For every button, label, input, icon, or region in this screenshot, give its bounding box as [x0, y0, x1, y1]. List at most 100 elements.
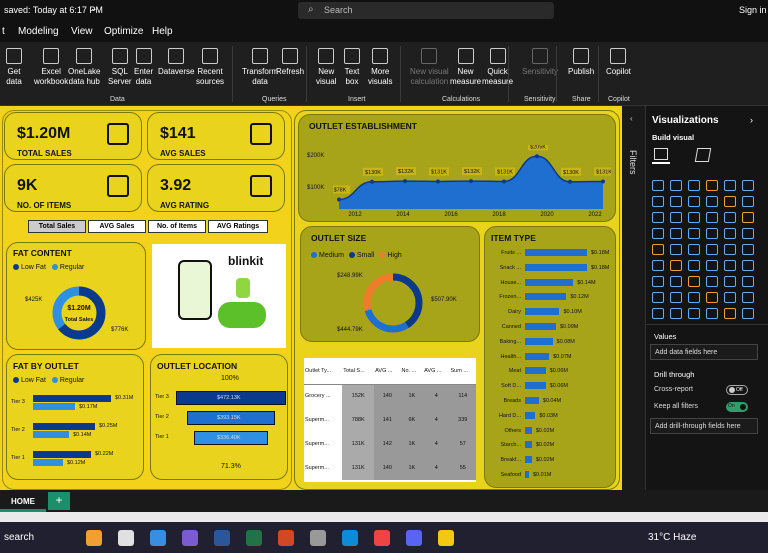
visual-type-icon[interactable]	[670, 244, 682, 255]
bar-low-fat[interactable]	[33, 395, 111, 402]
visual-type-icon[interactable]	[652, 276, 664, 287]
taskbar-app-icon[interactable]	[406, 530, 422, 546]
column-header[interactable]: AVG ...	[374, 358, 401, 385]
visual-type-icon[interactable]	[742, 308, 754, 319]
filters-label[interactable]: Filters	[628, 150, 638, 175]
search-box[interactable]: ⌕ Search	[298, 2, 554, 19]
visual-type-icon[interactable]	[742, 292, 754, 303]
visual-type-icon[interactable]	[652, 212, 664, 223]
ribbon-button[interactable]: Copilot	[606, 48, 631, 77]
tab-total-sales[interactable]: Total Sales	[28, 220, 86, 233]
visual-type-icon[interactable]	[670, 276, 682, 287]
page-tab-home[interactable]: HOME	[0, 492, 46, 512]
table-row[interactable]: Superm... 131K 142 1K 4 57	[304, 432, 476, 456]
table-row[interactable]: Superm... 788K 141 6K 4 339	[304, 408, 476, 432]
visual-type-icon[interactable]	[688, 276, 700, 287]
bar-regular[interactable]	[33, 431, 69, 438]
tab-avg-sales[interactable]: AVG Sales	[88, 220, 146, 233]
item-bar[interactable]	[525, 397, 539, 404]
visual-type-icon[interactable]	[724, 196, 736, 207]
visual-type-icon[interactable]	[724, 260, 736, 271]
visual-type-icon[interactable]	[652, 196, 664, 207]
taskbar-app-icon[interactable]	[342, 530, 358, 546]
ribbon-button[interactable]: Sensitivity	[522, 48, 558, 77]
chevron-down-icon[interactable]: ⌄	[90, 3, 98, 13]
visual-type-icon[interactable]	[724, 212, 736, 223]
item-bar[interactable]	[525, 456, 532, 464]
ribbon-button[interactable]: Enter data	[134, 48, 153, 87]
fat-by-outlet-card[interactable]: FAT BY OUTLET Low Fat Regular Tier 3 $0.3…	[6, 354, 144, 480]
visual-type-icon[interactable]	[742, 244, 754, 255]
ribbon-button[interactable]: New visual calculation	[410, 48, 449, 87]
ribbon-button[interactable]: New visual	[316, 48, 336, 87]
establishment-area-chart[interactable]: $78K $130K $132K $131K $132K $131K $205K $130K $…	[333, 145, 611, 217]
menu-item-modeling[interactable]: Modeling	[18, 26, 59, 37]
visual-type-icon[interactable]	[742, 196, 754, 207]
visual-type-icon[interactable]	[724, 228, 736, 239]
ribbon-button[interactable]: More visuals	[368, 48, 392, 87]
fat-content-donut[interactable]	[51, 285, 107, 341]
fat-content-card[interactable]: FAT CONTENT Low Fat Regular $1.20M Total…	[6, 242, 146, 350]
visual-type-icon[interactable]	[670, 196, 682, 207]
column-header[interactable]: No. ...	[400, 358, 424, 385]
add-page-button[interactable]: +	[48, 492, 70, 510]
item-bar[interactable]	[525, 367, 546, 375]
ribbon-button[interactable]: Get data	[6, 48, 22, 87]
visual-type-icon[interactable]	[688, 196, 700, 207]
visual-type-icon[interactable]	[706, 180, 718, 191]
item-bar[interactable]	[525, 337, 553, 345]
visual-type-icon[interactable]	[706, 196, 718, 207]
visual-type-icon[interactable]	[652, 228, 664, 239]
item-bar[interactable]	[525, 323, 556, 330]
outlet-size-donut[interactable]	[361, 271, 425, 335]
visual-type-icon[interactable]	[724, 244, 736, 255]
taskbar-app-icon[interactable]	[246, 530, 262, 546]
add-data-field-well[interactable]: Add data fields here	[650, 344, 758, 360]
ribbon-button[interactable]: Publish	[568, 48, 594, 77]
item-bar[interactable]	[525, 411, 536, 419]
item-bar[interactable]	[525, 426, 532, 434]
kpi-avg-sales[interactable]: $141 AVG SALES	[147, 112, 285, 160]
visual-type-icon[interactable]	[670, 180, 682, 191]
outlet-size-card[interactable]: OUTLET SIZE Medium Small High $248.99K $…	[300, 226, 480, 342]
ribbon-button[interactable]: Transform data	[242, 48, 278, 87]
ribbon-button[interactable]: Excel workbook	[34, 48, 68, 87]
visual-type-icon[interactable]	[652, 260, 664, 271]
visual-type-icon[interactable]	[724, 308, 736, 319]
visual-type-icon[interactable]	[724, 276, 736, 287]
taskbar-app-icon[interactable]	[310, 530, 326, 546]
kpi-total-sales[interactable]: $1.20M TOTAL SALES	[4, 112, 142, 160]
sign-in-link[interactable]: Sign in	[739, 5, 767, 15]
kpi-no-of-items[interactable]: 9K NO. OF ITEMS	[4, 164, 142, 212]
ribbon-button[interactable]: SQL Server	[108, 48, 132, 87]
collapse-icon[interactable]: ‹	[630, 114, 633, 123]
item-bar[interactable]	[525, 249, 587, 256]
build-visual-icon[interactable]	[652, 146, 670, 164]
visual-type-icon[interactable]	[706, 244, 718, 255]
funnel-stage[interactable]	[176, 391, 286, 405]
taskbar-search[interactable]: search	[4, 532, 35, 543]
taskbar-app-icon[interactable]	[438, 530, 454, 546]
visual-type-icon[interactable]	[652, 244, 664, 255]
item-bar[interactable]	[525, 382, 546, 390]
ribbon-button[interactable]: Text box	[344, 48, 360, 87]
taskbar-app-icon[interactable]	[214, 530, 230, 546]
ribbon-button[interactable]: Dataverse	[158, 48, 194, 77]
bar-low-fat[interactable]	[33, 451, 91, 458]
expand-icon[interactable]: ›	[750, 115, 753, 125]
format-visual-icon[interactable]	[694, 148, 712, 162]
tab-no-of-items[interactable]: No. of Items	[148, 220, 206, 233]
keep-filters-toggle[interactable]: On	[726, 402, 748, 412]
table-row[interactable]: Superm... 131K 140 1K 4 55	[304, 456, 476, 480]
visual-type-icon[interactable]	[724, 180, 736, 191]
visual-type-icon[interactable]	[670, 292, 682, 303]
column-header[interactable]: Sum ...	[449, 358, 476, 385]
visual-type-icon[interactable]	[652, 292, 664, 303]
filters-pane[interactable]: ‹ Filters	[622, 106, 645, 490]
cross-report-toggle[interactable]: Off	[726, 385, 748, 395]
kpi-avg-rating[interactable]: 3.92 AVG RATING	[147, 164, 285, 212]
ribbon-button[interactable]: Recent sources	[196, 48, 224, 87]
visual-type-icon[interactable]	[742, 228, 754, 239]
visual-type-icon[interactable]	[670, 308, 682, 319]
funnel-stage[interactable]	[194, 431, 268, 445]
